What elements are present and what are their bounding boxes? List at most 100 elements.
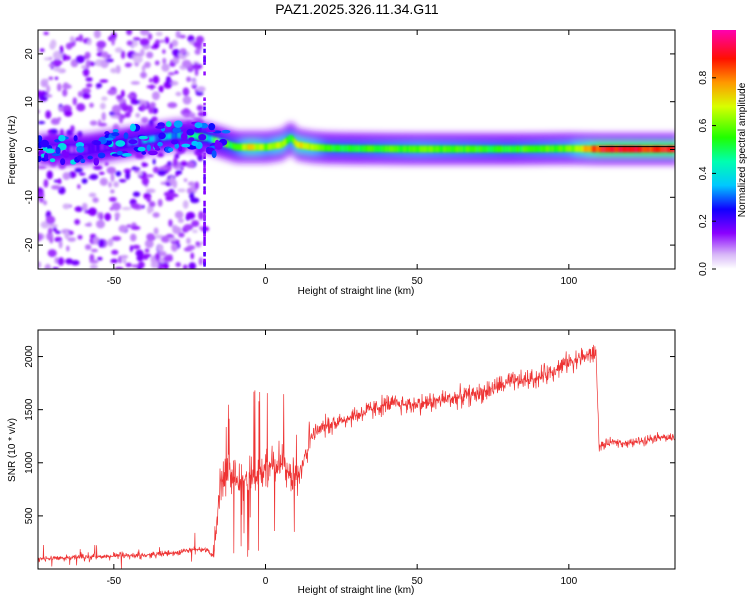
ridge-core-slice	[462, 145, 465, 153]
edge-segment	[203, 262, 206, 267]
ridge-core-slice	[602, 145, 605, 153]
ridge-core-slice	[87, 145, 90, 153]
ridge-core-slice	[174, 131, 178, 139]
ridge-core-slice	[361, 145, 365, 152]
ridge-core-slice	[376, 145, 380, 153]
noise-blob	[169, 42, 173, 50]
ridge-core-slice	[556, 145, 560, 152]
ridge-core-slice	[336, 144, 340, 152]
noise-blob	[120, 50, 126, 60]
noise-blob	[111, 104, 121, 114]
noise-blob	[41, 78, 49, 82]
ridge-core-slice	[67, 146, 70, 153]
ridge-blob	[137, 146, 146, 152]
ridge-core-slice	[356, 145, 360, 152]
edge-segment	[203, 155, 206, 159]
ridge-core-slice	[391, 145, 394, 153]
colorbar-tick-label: 0.4	[698, 166, 709, 180]
noise-blob	[110, 258, 119, 264]
ridge-core-slice	[349, 145, 352, 152]
ridge-core-slice	[305, 142, 309, 150]
noise-blob	[186, 237, 191, 245]
ridge-core-slice	[414, 145, 418, 153]
ridge-core-slice	[553, 145, 556, 153]
ridge-core-slice	[407, 145, 411, 153]
ridge-core-slice	[604, 145, 607, 153]
ridge-core-slice	[167, 132, 170, 140]
noise-blob	[122, 101, 127, 109]
ridge-core-slice	[176, 131, 179, 139]
noise-blob	[139, 48, 145, 57]
noise-blob	[146, 85, 156, 89]
noise-blob	[167, 161, 172, 166]
ridge-core-slice	[469, 145, 472, 153]
ridge-core-slice	[634, 145, 638, 153]
ridge-core-slice	[296, 141, 300, 149]
x-tick-label: -50	[107, 276, 122, 287]
ridge-core-slice	[533, 145, 536, 153]
noise-blob	[149, 101, 156, 109]
ridge-blob	[194, 122, 203, 129]
x-tick-label: -50	[107, 576, 122, 587]
noise-blob	[182, 95, 192, 105]
noise-blob	[141, 176, 149, 186]
ridge-core-slice	[507, 145, 511, 153]
x-tick-label: 100	[560, 276, 577, 287]
ridge-core-slice	[642, 145, 645, 153]
noise-blob	[175, 173, 179, 177]
ridge-core-slice	[571, 145, 574, 152]
noise-blob	[148, 201, 156, 208]
ridge-core-slice	[624, 145, 627, 153]
noise-blob	[130, 167, 141, 171]
noise-blob	[169, 62, 176, 67]
ridge-blob	[122, 152, 132, 157]
ridge-core-slice	[383, 145, 387, 153]
ridge-core-slice	[252, 143, 256, 151]
ridge-core-slice	[467, 145, 471, 153]
ridge-blob	[97, 152, 106, 159]
ridge-blob	[198, 133, 207, 141]
noise-blob	[46, 85, 51, 93]
ridge-core-slice	[190, 132, 194, 139]
ridge-core-slice	[321, 144, 325, 152]
ridge-core-slice	[194, 132, 198, 140]
y-tick-label: 500	[24, 507, 35, 524]
noise-blob	[182, 200, 189, 209]
ridge-blob	[43, 153, 49, 161]
edge-segment	[203, 186, 206, 190]
ridge-core-slice	[605, 145, 609, 153]
noise-blob	[151, 91, 160, 101]
ridge-blob	[60, 158, 66, 166]
ridge-core-slice	[613, 145, 616, 153]
ridge-blob	[165, 121, 172, 128]
ridge-core-slice	[494, 145, 498, 153]
ridge-core-slice	[491, 145, 494, 153]
ridge-blob	[214, 141, 223, 150]
noise-blob	[125, 262, 132, 268]
noise-blob	[62, 203, 71, 210]
ridge-core-slice	[620, 145, 623, 153]
noise-blob	[130, 81, 141, 85]
noise-blob	[169, 176, 175, 186]
ridge-blob	[173, 120, 183, 128]
noise-blob	[65, 42, 73, 50]
noise-blob	[167, 72, 175, 76]
ridge-core-slice	[471, 145, 474, 153]
noise-blob	[89, 102, 94, 108]
spectrogram-heatmap	[38, 30, 675, 269]
ridge-core-slice	[429, 145, 432, 153]
noise-blob	[43, 31, 49, 36]
noise-blob	[90, 248, 98, 253]
ridge-core-slice	[352, 145, 356, 152]
noise-blob	[157, 264, 164, 269]
ridge-core-slice	[380, 145, 383, 153]
ridge-core-slice	[245, 143, 249, 151]
ridge-blob	[38, 135, 43, 143]
ridge-core-slice	[427, 145, 431, 153]
noise-blob	[118, 224, 128, 233]
ridge-core-slice	[573, 145, 576, 152]
noise-blob	[111, 32, 117, 39]
ridge-blob	[115, 140, 126, 147]
noise-blob	[53, 60, 63, 65]
noise-blob	[62, 172, 71, 180]
